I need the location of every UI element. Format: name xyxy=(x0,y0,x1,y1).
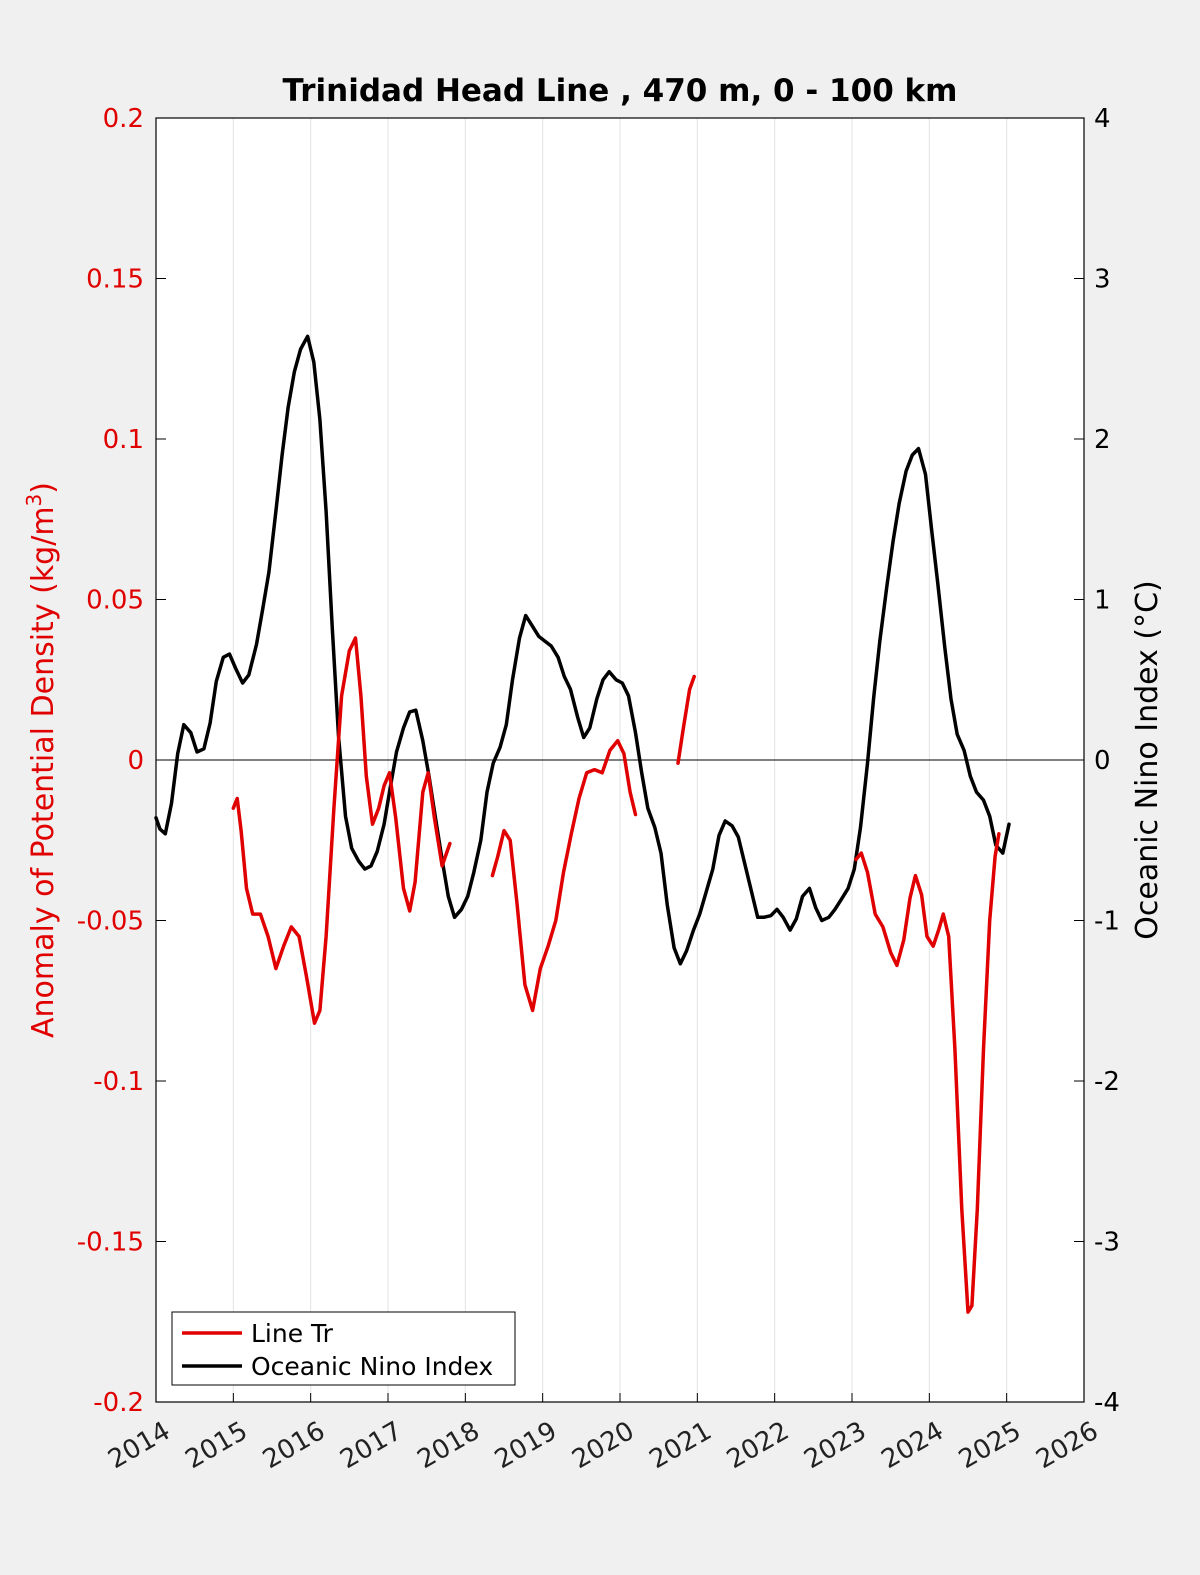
y-axis-label-left-text: Anomaly of Potential Density (kg/m xyxy=(26,506,61,1038)
legend-label-oni: Oceanic Nino Index xyxy=(251,1352,493,1381)
left-tick-label-7: 0.15 xyxy=(86,265,144,295)
chart-title: Trinidad Head Line , 470 m, 0 - 100 km xyxy=(283,73,958,109)
series-line-tr-segment-1 xyxy=(490,738,638,1013)
left-axis: -0.2 -0.15 -0.1 -0.05 0 0.05 0.1 0.15 0.2 xyxy=(77,104,166,1418)
series-line-tr-segment-2 xyxy=(676,674,696,765)
right-tick-label-2: -2 xyxy=(1094,1067,1120,1097)
right-tick-label-8: 4 xyxy=(1094,104,1111,134)
left-tick-label-0: -0.2 xyxy=(93,1388,144,1418)
right-tick-label-7: 3 xyxy=(1094,265,1111,295)
left-tick-label-5: 0.05 xyxy=(86,586,144,616)
left-tick-label-2: -0.1 xyxy=(93,1067,144,1097)
series-oni-segment-0 xyxy=(154,334,1011,966)
left-tick-label-4: 0 xyxy=(127,746,144,776)
series-layer xyxy=(154,334,1011,1314)
right-tick-label-1: -3 xyxy=(1094,1228,1120,1258)
right-axis: -4 -3 -2 -1 0 1 2 3 4 xyxy=(1074,104,1120,1418)
legend-label-line-tr: Line Tr xyxy=(251,1319,334,1348)
left-tick-label-6: 0.1 xyxy=(103,425,144,455)
series-line-tr-segment-3 xyxy=(854,832,1001,1314)
right-tick-label-3: -1 xyxy=(1094,907,1120,937)
right-tick-label-5: 1 xyxy=(1094,586,1111,616)
right-tick-label-6: 2 xyxy=(1094,425,1111,455)
left-tick-label-1: -0.15 xyxy=(77,1228,144,1258)
series-line-tr-segment-0 xyxy=(231,636,452,1025)
y-axis-label-right: Oceanic Nino Index (°C) xyxy=(1130,580,1165,940)
legend: Line Tr Oceanic Nino Index xyxy=(171,1311,516,1386)
right-tick-label-0: -4 xyxy=(1094,1388,1120,1418)
y-axis-label-left: Anomaly of Potential Density (kg/m3) xyxy=(22,482,61,1038)
left-tick-label-3: -0.05 xyxy=(77,907,144,937)
left-tick-label-8: 0.2 xyxy=(103,104,144,134)
y-axis-label-left-superscript: 3 xyxy=(22,494,46,507)
legend-box xyxy=(171,1311,516,1386)
right-tick-label-4: 0 xyxy=(1094,746,1111,776)
y-axis-label-left-close: ) xyxy=(26,482,61,494)
